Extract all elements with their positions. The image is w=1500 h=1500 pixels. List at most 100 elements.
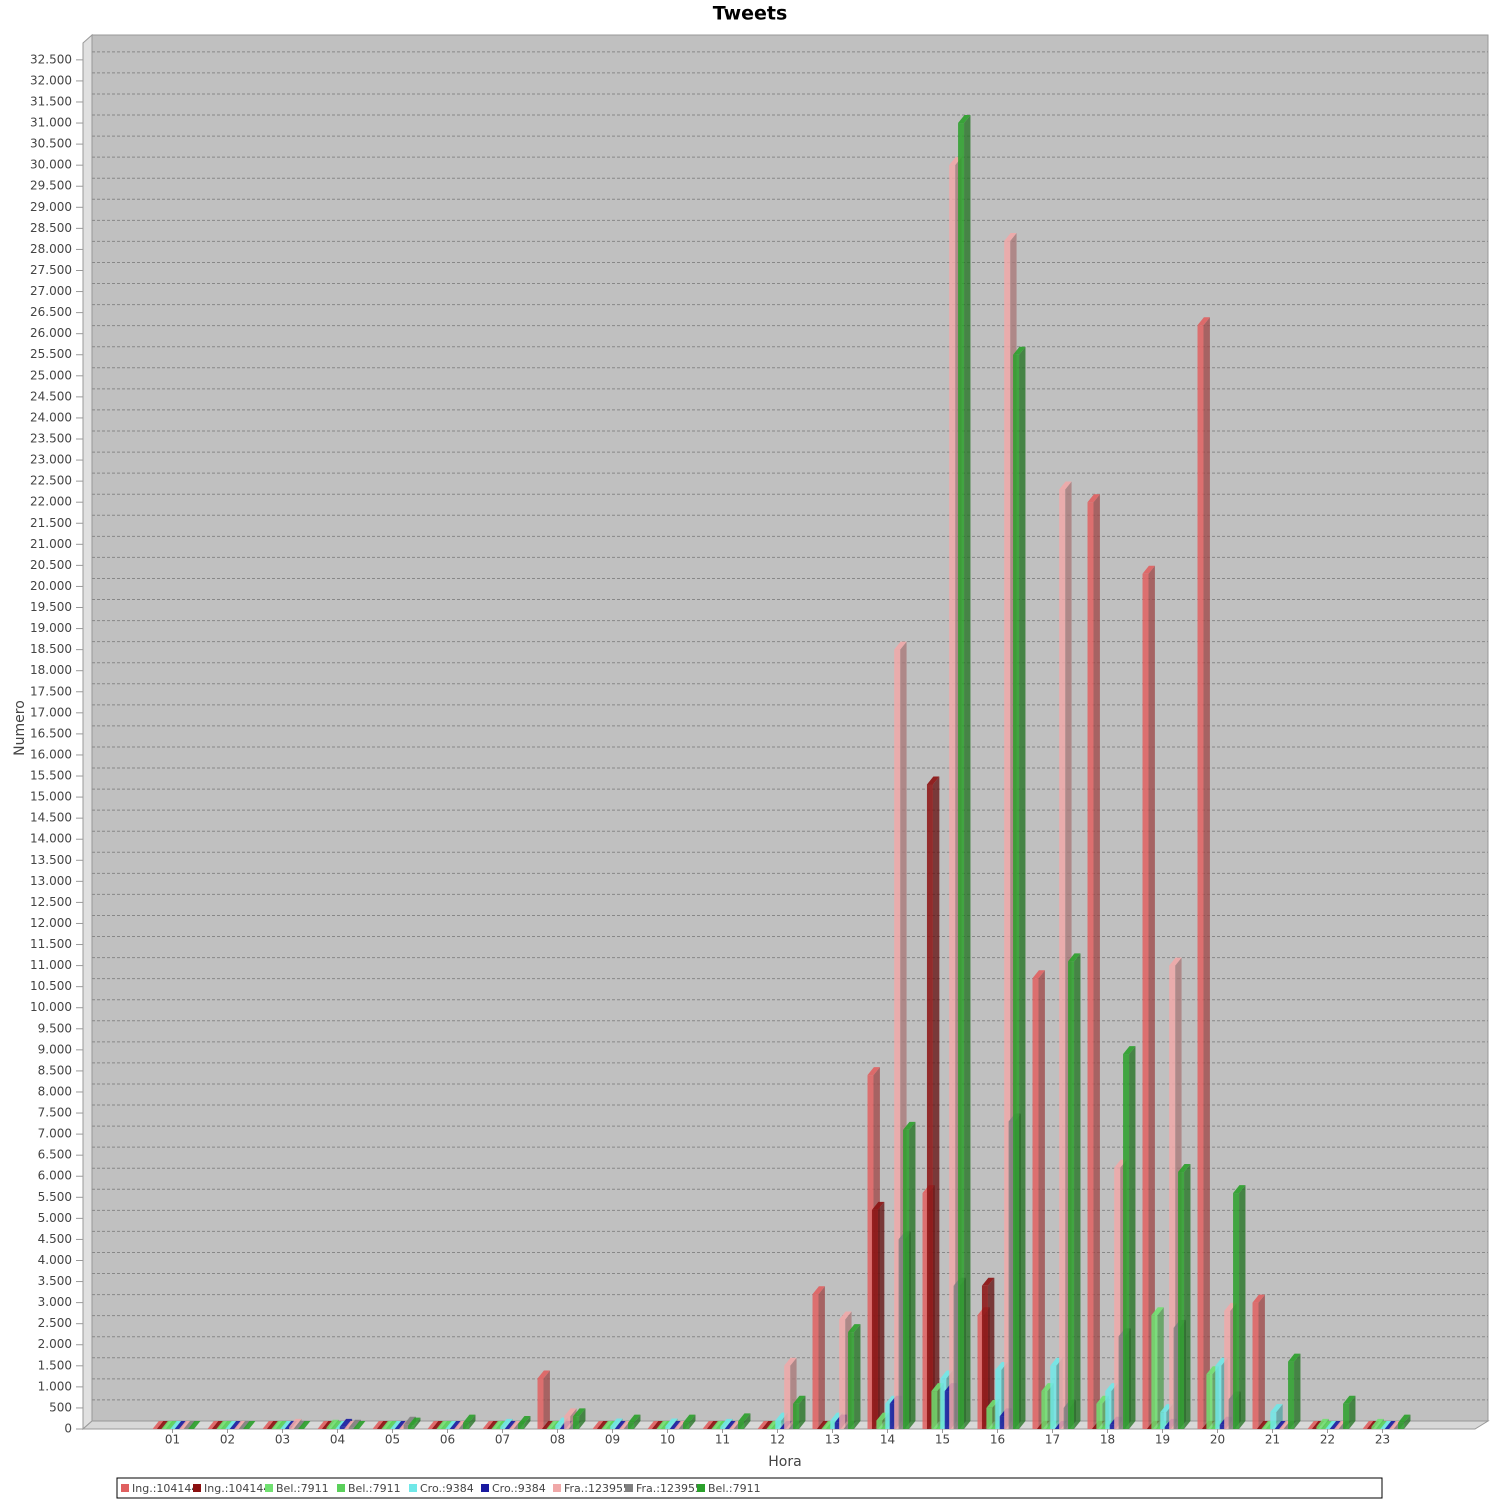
y-tick-label: 10.000 [30,1000,72,1014]
bar [1197,325,1204,1429]
bar-top [1371,1418,1384,1427]
bar-top [839,1311,852,1320]
bar-top [1059,481,1072,490]
y-tick-label: 6.000 [38,1169,72,1183]
bar-top [628,1414,641,1423]
bar [1008,1121,1015,1429]
legend-swatch [697,1484,705,1492]
bar [1215,1365,1222,1429]
bar [1371,1426,1378,1429]
y-tick-label: 31.500 [30,94,72,108]
bar-top [537,1370,550,1379]
bar-top [793,1395,806,1404]
bar [793,1403,800,1429]
x-tick-label: 02 [220,1433,235,1447]
bar [1164,1426,1171,1429]
bar-top [1316,1418,1329,1427]
bar [1228,1399,1235,1429]
x-tick-label: 09 [605,1433,620,1447]
y-tick-label: 16.000 [30,747,72,761]
bar-top [326,1419,339,1428]
bar-top [289,1418,302,1427]
legend-label: Ing.:104144 [132,1482,198,1495]
bar [1114,1167,1121,1429]
bar [986,1407,993,1429]
y-tick-label: 30.000 [30,158,72,172]
legend-label: Fra.:123955 [636,1482,702,1495]
bar [1063,1407,1070,1429]
bar-top [403,1416,417,1425]
bar [348,1427,355,1429]
bar [1219,1424,1226,1429]
bar [1105,1391,1112,1429]
y-tick-label: 7.000 [38,1127,72,1141]
y-tick-label: 7.500 [38,1106,72,1120]
x-tick-label: 15 [935,1433,950,1447]
y-axis-label: Numero [12,700,28,756]
bar [848,1332,855,1429]
y-tick-label: 1.000 [38,1379,72,1393]
legend-label: Fra.:123955 [564,1482,630,1495]
bar-top [610,1418,623,1427]
bar-top [1032,970,1045,979]
bar [1004,241,1011,1429]
bar-top [1252,1294,1265,1303]
bar-side [1038,970,1045,1429]
y-tick-label: 0 [64,1422,72,1436]
y-tick-label: 21.500 [30,516,72,530]
y-tick-label: 19.000 [30,621,72,635]
bar [665,1426,672,1429]
bar [867,1075,874,1429]
bar-top [958,115,971,124]
y-tick-label: 19.500 [30,600,72,614]
bar-top [353,1421,366,1429]
chart-title: Tweets [713,3,788,25]
bar [1109,1424,1116,1429]
y-tick-label: 6.500 [38,1148,72,1162]
x-tick-label: 08 [550,1433,565,1447]
legend-swatch [553,1484,561,1492]
bar [999,1416,1006,1429]
bar-top [1197,317,1210,326]
y-tick-label: 31.000 [30,116,72,130]
bar-top [1288,1353,1301,1362]
bar-top [1169,957,1182,966]
y-tick-label: 30.500 [30,137,72,151]
bar-top [720,1418,733,1427]
bar-side [634,1414,641,1429]
y-tick-label: 28.000 [30,242,72,256]
bar [1233,1193,1240,1429]
legend-label: Bel.:7911 [276,1482,329,1495]
x-tick-label: 16 [990,1433,1005,1447]
bar-side [1294,1353,1301,1429]
bar [903,1129,910,1429]
legend-label: Bel.:7911 [708,1482,761,1495]
x-tick-label: 11 [715,1433,730,1447]
bar [812,1294,819,1429]
bar-side [1404,1414,1411,1429]
bar-top [665,1418,678,1427]
bar-top [188,1421,201,1429]
y-tick-label: 32.500 [30,52,72,66]
bar-top [1270,1404,1283,1413]
bar-top [784,1357,797,1366]
y-tick-label: 18.500 [30,642,72,656]
y-tick-label: 20.000 [30,579,72,593]
x-tick-label: 03 [275,1433,290,1447]
x-tick-label: 12 [770,1433,785,1447]
bar-top [1178,1164,1191,1173]
bar-side [799,1395,806,1429]
bar [289,1426,296,1429]
y-tick-label: 8.000 [38,1084,72,1098]
bar-top [573,1408,586,1417]
bar-side [964,115,971,1429]
y-tick-label: 25.000 [30,368,72,382]
bar [555,1425,562,1429]
y-tick-label: 2.000 [38,1337,72,1351]
bar-top [298,1421,311,1429]
bar-top [1087,494,1100,503]
bar-side [909,1121,916,1429]
y-tick-label: 13.000 [30,874,72,888]
bar [738,1421,745,1429]
bar [1343,1403,1350,1429]
